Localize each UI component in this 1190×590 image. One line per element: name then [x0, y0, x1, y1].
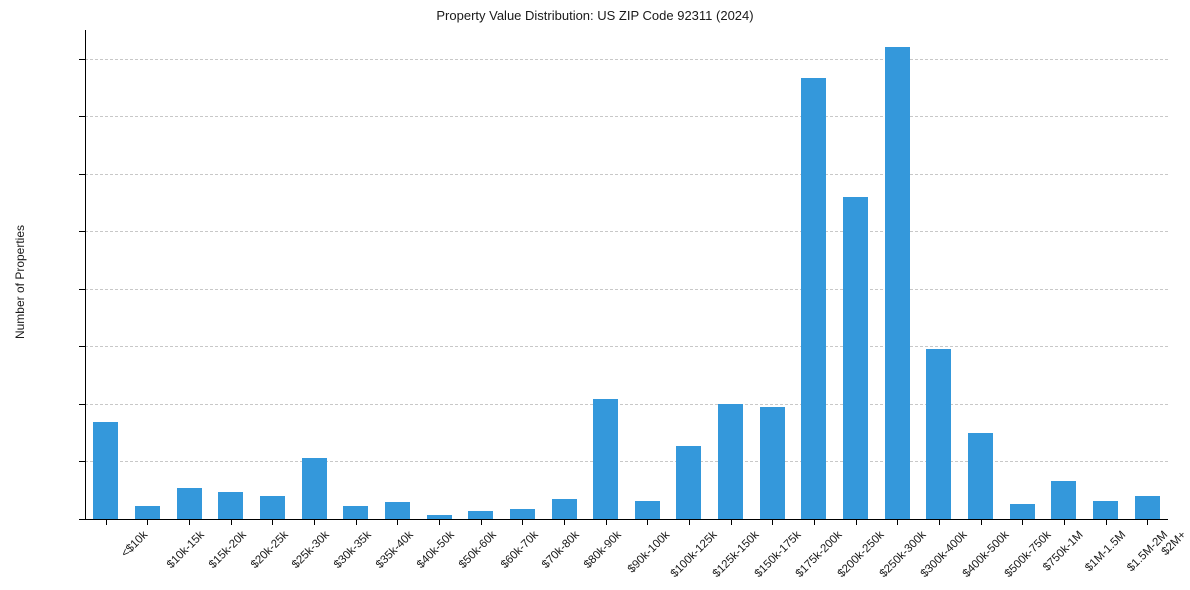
x-axis-tick-mark	[1147, 519, 1149, 525]
bar[interactable]	[1051, 481, 1077, 519]
gridline	[85, 288, 1168, 290]
gridlines	[85, 30, 1168, 520]
x-axis-tick-label: $80k-90k	[581, 529, 624, 571]
bar[interactable]	[759, 406, 785, 519]
y-axis-tick-mark	[79, 346, 85, 348]
x-axis-tick-mark	[1022, 519, 1024, 525]
bar[interactable]	[676, 446, 702, 519]
x-axis-tick-mark	[897, 519, 899, 525]
y-axis-tick-mark	[79, 519, 85, 520]
chart-title: Property Value Distribution: US ZIP Code…	[436, 8, 754, 23]
y-axis-tick-mark	[79, 58, 85, 60]
x-axis-tick-label: $10k-15k	[165, 529, 208, 571]
y-axis-line	[85, 30, 86, 520]
y-axis-tick-mark	[79, 461, 85, 463]
x-axis-tick-mark	[105, 519, 107, 525]
plot-area	[85, 30, 1168, 520]
bar[interactable]	[884, 47, 910, 519]
gridline	[85, 346, 1168, 348]
bar[interactable]	[259, 496, 285, 519]
bar[interactable]	[426, 514, 452, 519]
gridline	[85, 116, 1168, 118]
x-axis-tick-label: $50k-60k	[456, 529, 499, 571]
bar[interactable]	[93, 422, 119, 519]
x-axis-tick-label: $20k-25k	[248, 529, 291, 571]
x-axis-tick-mark	[647, 519, 649, 525]
x-axis-tick-mark	[1063, 519, 1065, 525]
y-axis-title: Number of Properties	[13, 224, 27, 340]
x-axis-tick-mark	[855, 519, 857, 525]
bar[interactable]	[1009, 503, 1035, 519]
x-axis-tick-label: <$10k	[119, 529, 150, 560]
x-axis-tick-label: $30k-35k	[331, 529, 374, 571]
bar[interactable]	[551, 498, 577, 519]
bar[interactable]	[801, 77, 827, 519]
x-axis-tick-label: $40k-50k	[415, 529, 458, 571]
y-axis-tick-mark	[79, 173, 85, 175]
x-axis-tick-mark	[522, 519, 524, 525]
bar[interactable]	[134, 505, 160, 519]
bar[interactable]	[968, 433, 994, 519]
gridline	[85, 58, 1168, 60]
bar[interactable]	[468, 510, 494, 519]
bar[interactable]	[718, 404, 744, 519]
x-axis-tick-mark	[688, 519, 690, 525]
gridline	[85, 461, 1168, 463]
x-axis-tick-mark	[439, 519, 441, 525]
gridline	[85, 231, 1168, 233]
bar[interactable]	[1093, 500, 1118, 519]
x-axis-tick-label: $35k-40k	[373, 529, 416, 571]
y-axis-tick-mark	[79, 403, 85, 405]
x-axis-tick-mark	[480, 519, 482, 525]
x-axis-tick-mark	[813, 519, 815, 525]
x-axis-tick-label: $15k-20k	[206, 529, 249, 571]
x-axis-tick-mark	[189, 519, 191, 525]
x-axis-tick-mark	[980, 519, 982, 525]
x-axis-tick-mark	[314, 519, 316, 525]
x-axis-tick-label: $60k-70k	[498, 529, 541, 571]
y-axis-tick-mark	[79, 231, 85, 233]
x-axis-tick-mark	[230, 519, 232, 525]
x-axis-tick-mark	[147, 519, 149, 525]
bar[interactable]	[843, 196, 869, 519]
x-axis-tick-label: $1M-1.5M	[1083, 529, 1129, 575]
bar[interactable]	[218, 491, 244, 519]
bar[interactable]	[384, 502, 410, 519]
bar[interactable]	[1134, 495, 1160, 519]
x-axis-tick-mark	[605, 519, 607, 525]
x-axis-tick-mark	[730, 519, 732, 525]
bar[interactable]	[634, 500, 660, 519]
x-axis-tick-mark	[355, 519, 357, 525]
x-axis-tick-label: $90k-100k	[625, 529, 672, 576]
bar[interactable]	[301, 457, 327, 519]
y-axis-tick-mark	[79, 116, 85, 118]
x-axis-line	[85, 519, 1168, 520]
x-axis-tick-mark	[564, 519, 566, 525]
bar[interactable]	[593, 399, 619, 519]
x-axis-tick-label: $25k-30k	[290, 529, 333, 571]
x-axis-tick-mark	[1105, 519, 1107, 525]
bar[interactable]	[509, 509, 535, 519]
y-axis-tick-mark	[79, 288, 85, 290]
bar[interactable]	[176, 487, 202, 519]
bar[interactable]	[343, 506, 369, 519]
gridline	[85, 173, 1168, 175]
gridline	[85, 403, 1168, 405]
x-axis-tick-mark	[272, 519, 274, 525]
x-axis-tick-mark	[772, 519, 774, 525]
x-axis-tick-mark	[938, 519, 940, 525]
bar[interactable]	[926, 349, 952, 519]
x-axis-tick-label: $70k-80k	[540, 529, 583, 571]
x-axis-tick-mark	[397, 519, 399, 525]
